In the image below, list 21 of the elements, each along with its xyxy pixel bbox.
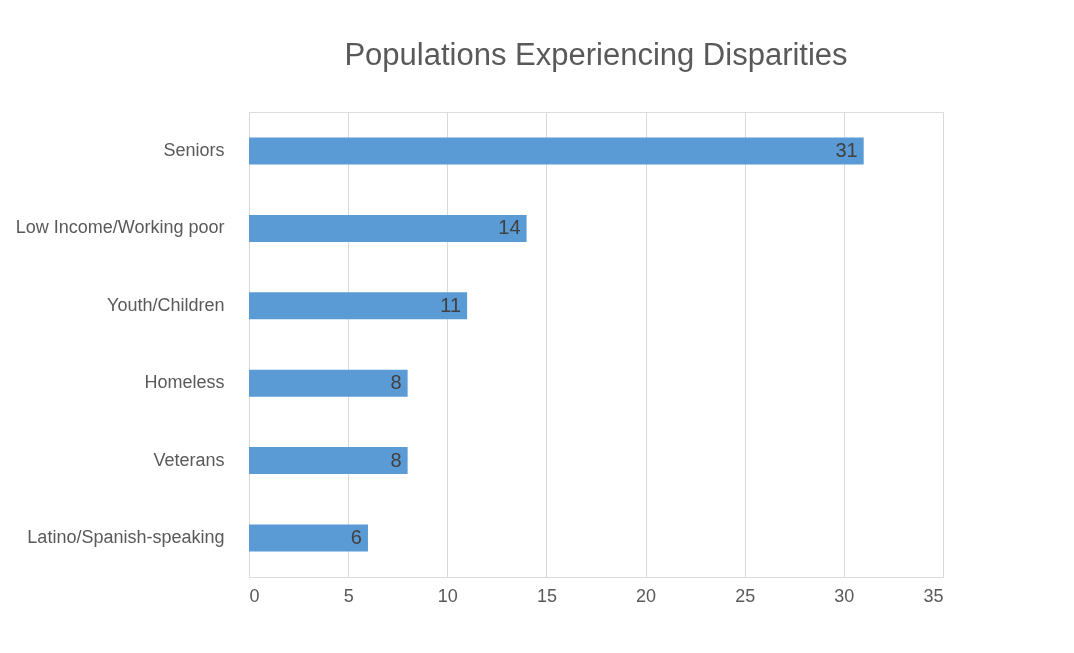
- data-label: 6: [350, 525, 362, 548]
- x-tick-label: 30: [834, 585, 855, 606]
- x-tick-label: 15: [536, 585, 557, 606]
- data-label: 14: [498, 216, 521, 239]
- data-label: 31: [835, 139, 858, 162]
- x-tick-label: 25: [735, 585, 756, 606]
- x-tick-label: 10: [437, 585, 458, 606]
- x-tick-label: 0: [249, 585, 260, 606]
- chart-title: Populations Experiencing Disparities: [344, 37, 848, 72]
- y-tick-label: Youth/Children: [107, 294, 225, 315]
- x-tick-label: 35: [923, 585, 944, 606]
- y-tick-label: Homeless: [144, 372, 225, 393]
- y-tick-label: Veterans: [153, 449, 225, 470]
- data-label: 11: [440, 293, 462, 316]
- x-tick-label: 20: [636, 585, 657, 606]
- data-label: 8: [390, 371, 402, 394]
- y-tick-label: Low Income/Working poor: [15, 217, 225, 238]
- x-tick-label: 5: [343, 585, 354, 606]
- y-tick-label: Latino/Spanish-speaking: [27, 526, 225, 547]
- y-tick-label: Seniors: [163, 140, 225, 161]
- data-label: 8: [390, 448, 402, 471]
